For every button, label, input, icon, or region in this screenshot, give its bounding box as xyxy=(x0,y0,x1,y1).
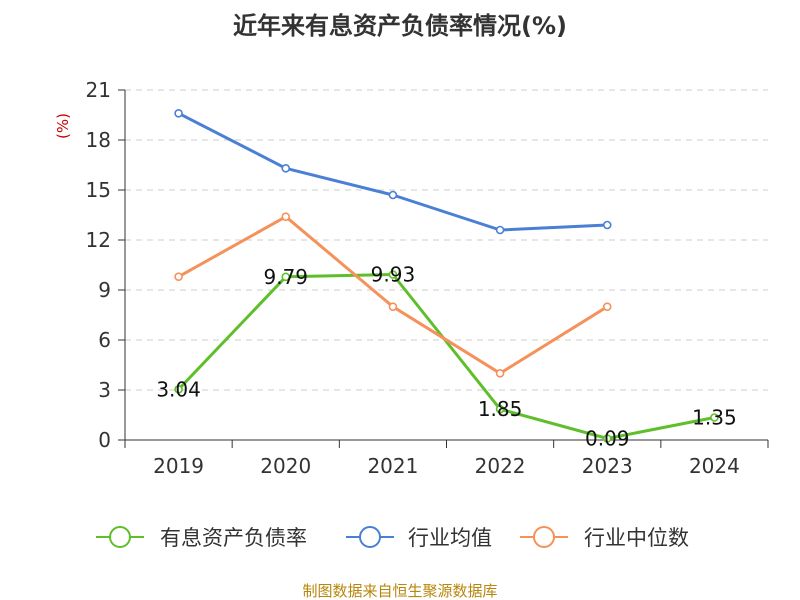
legend: 有息资产负债率 行业均值 行业中位数 xyxy=(96,526,689,550)
chart-title: 近年来有息资产负债率情况(%) xyxy=(233,12,567,40)
point-avg-2021 xyxy=(388,190,398,200)
legend-marker-median xyxy=(533,526,555,548)
point-avg-2023 xyxy=(602,220,612,230)
point-median-2022 xyxy=(495,369,505,378)
data-label-layer: 3.04 9.79 9.93 1.85 0.09 1.35 xyxy=(156,263,736,451)
legend-label-debt: 有息资产负债率 xyxy=(160,526,307,550)
source-note: 制图数据来自恒生聚源数据库 xyxy=(302,582,497,600)
data-label-debt-2023: 0.09 xyxy=(585,427,630,451)
x-tick-label-2020: 2020 xyxy=(260,454,311,478)
y-tick-label-21: 21 xyxy=(86,78,111,102)
series-line-avg xyxy=(177,111,608,232)
y-tick-label-18: 18 xyxy=(86,128,111,152)
y-tick-label-15: 15 xyxy=(86,178,111,202)
x-tick-label-2023: 2023 xyxy=(582,454,633,478)
point-median-2020 xyxy=(281,212,291,221)
point-debt-2022 xyxy=(495,404,505,414)
x-tick-label-2019: 2019 xyxy=(153,454,204,478)
data-label-debt-2020: 9.79 xyxy=(263,265,308,289)
point-median-2023 xyxy=(602,302,612,311)
point-median-2019 xyxy=(174,272,183,281)
point-debt-2024 xyxy=(710,413,719,422)
point-debt-2019 xyxy=(174,385,183,394)
y-tick-label-9: 9 xyxy=(98,278,111,302)
series-layer xyxy=(174,109,719,443)
x-tick-label-2024: 2024 xyxy=(689,454,740,478)
point-avg-2019 xyxy=(174,109,183,118)
legend-label-avg: 行业均值 xyxy=(408,526,492,550)
point-median-2021 xyxy=(388,302,398,311)
point-avg-2022 xyxy=(495,225,505,235)
x-tick-label-2022: 2022 xyxy=(475,454,526,478)
y-tick-label-12: 12 xyxy=(86,228,111,252)
data-label-debt-2021: 9.93 xyxy=(371,263,416,287)
point-avg-2020 xyxy=(281,164,291,173)
y-tick-label-6: 6 xyxy=(98,328,111,352)
y-tick-label-3: 3 xyxy=(98,378,111,402)
legend-label-median: 行业中位数 xyxy=(584,526,689,550)
y-tick-label-0: 0 xyxy=(98,428,111,452)
legend-marker-debt xyxy=(109,526,131,548)
axis-layer: 0 3 6 9 12 15 18 21 2019 2020 2021 2022 2023 2024 xyxy=(86,78,769,478)
x-tick-label-2021: 2021 xyxy=(367,454,418,478)
series-line-debt xyxy=(177,273,715,440)
data-label-debt-2019: 3.04 xyxy=(156,377,201,401)
data-label-debt-2024: 1.35 xyxy=(692,406,737,430)
point-debt-2023 xyxy=(602,434,612,443)
point-debt-2020 xyxy=(281,272,291,282)
point-debt-2021 xyxy=(388,270,398,279)
legend-marker-avg xyxy=(359,526,381,548)
data-label-debt-2022: 1.85 xyxy=(478,397,523,421)
y-axis-label: (%) xyxy=(54,113,72,139)
